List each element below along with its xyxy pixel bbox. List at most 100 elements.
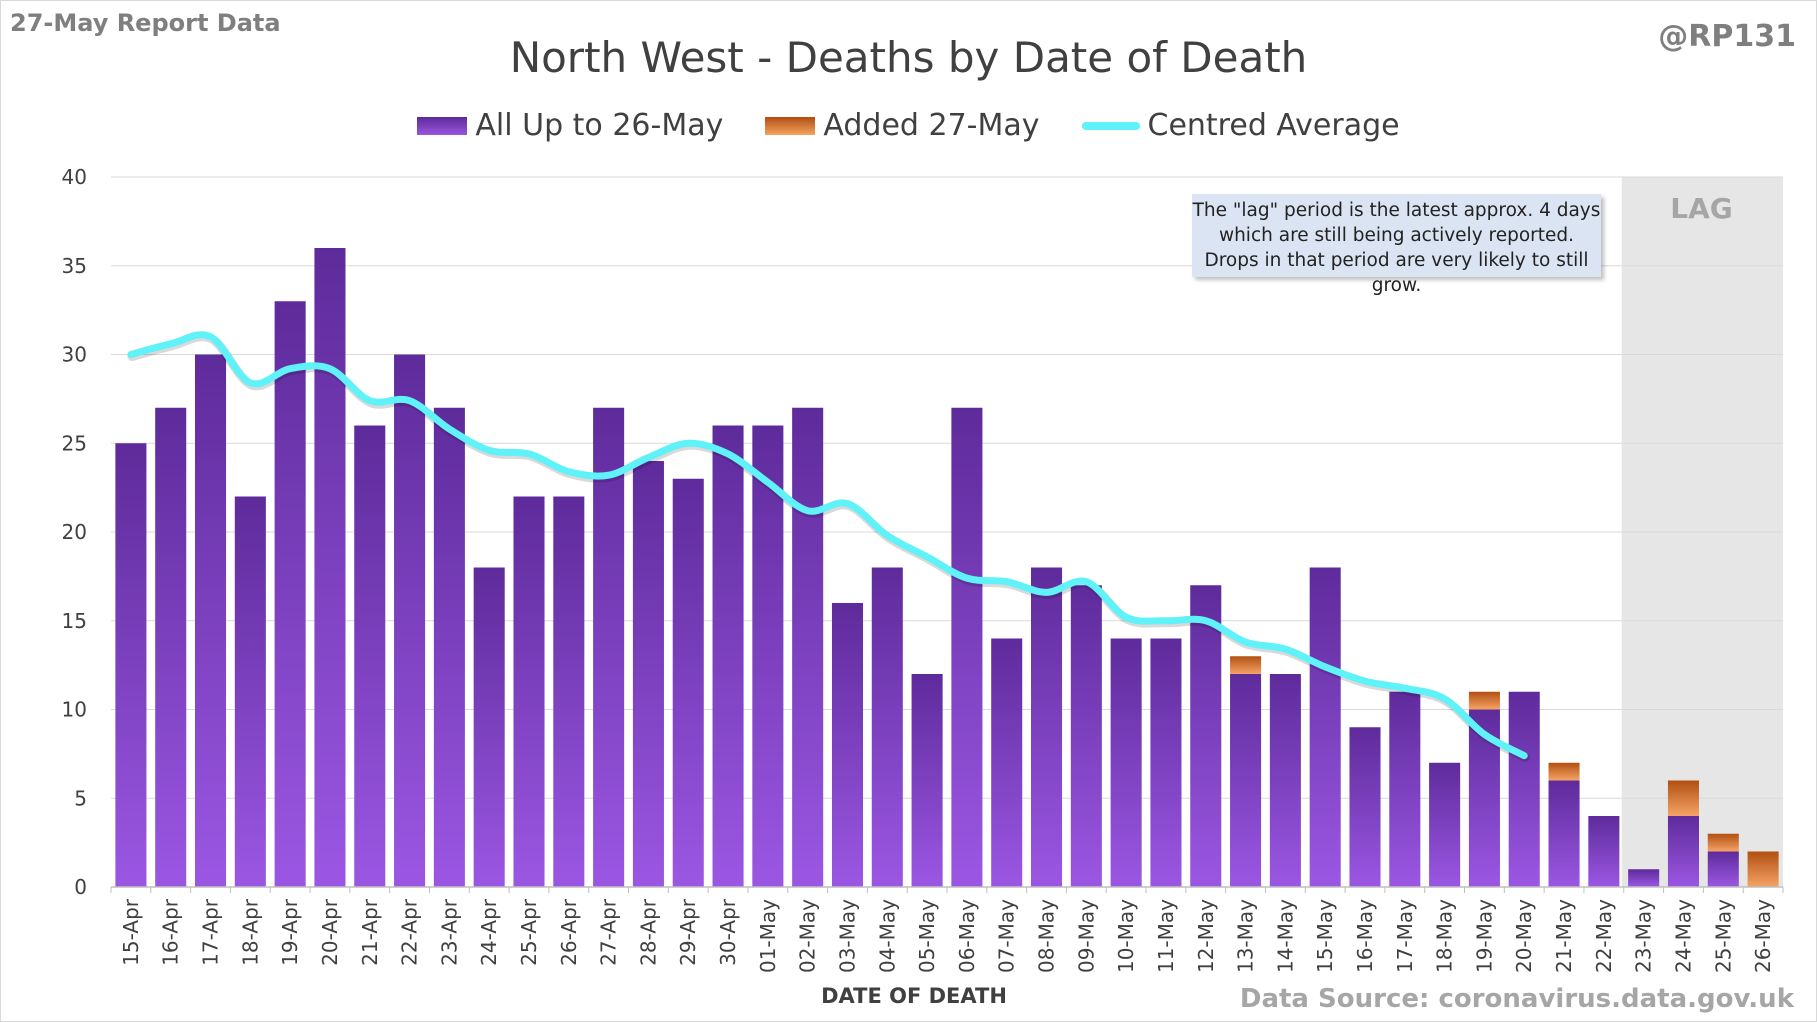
bar-all-21-Apr <box>354 425 386 887</box>
bar-all-16-Apr <box>155 407 187 887</box>
bar-added-25-May <box>1707 833 1739 852</box>
x-tick-label: 17-May <box>1393 899 1417 973</box>
bar-all-25-Apr <box>513 496 545 887</box>
x-tick-label: 03-May <box>835 899 859 973</box>
x-tick-label: 22-May <box>1592 899 1616 973</box>
lag-label: LAG <box>1670 192 1733 225</box>
y-tick-label: 0 <box>74 875 87 899</box>
report-label: 27-May Report Data <box>10 9 281 37</box>
x-tick-label: 25-Apr <box>517 898 541 966</box>
y-tick-label: 5 <box>74 786 87 810</box>
chart-title: North West - Deaths by Date of Death <box>509 33 1308 82</box>
x-tick-label: 11-May <box>1154 899 1178 973</box>
legend-swatch-average <box>1081 121 1140 130</box>
bar-all-18-May <box>1429 762 1461 887</box>
y-tick-label: 10 <box>62 698 87 722</box>
x-tick-label: 04-May <box>875 899 899 973</box>
x-axis-label: DATE OF DEATH <box>821 984 1007 1008</box>
bar-added-21-May <box>1548 762 1580 781</box>
x-tick-label: 23-Apr <box>437 898 461 966</box>
x-tick-label: 21-May <box>1552 899 1576 973</box>
bar-all-15-Apr <box>115 443 147 887</box>
x-tick-label: 17-Apr <box>199 898 223 966</box>
bar-all-04-May <box>871 567 903 887</box>
x-tick-label: 21-Apr <box>358 898 382 966</box>
y-tick-label: 30 <box>62 343 87 367</box>
legend-label-added: Added 27-May <box>823 108 1040 143</box>
bar-all-11-May <box>1150 638 1182 887</box>
legend-label-average: Centred Average <box>1147 108 1400 143</box>
bar-added-19-May <box>1468 691 1500 710</box>
x-tick-label: 26-Apr <box>557 898 581 966</box>
legend-item-added: Added 27-May <box>765 108 1040 143</box>
bar-all-20-Apr <box>314 248 346 887</box>
bar-all-01-May <box>752 425 784 887</box>
bar-all-02-May <box>792 407 824 887</box>
average-line <box>127 331 1528 760</box>
y-tick-label: 35 <box>62 254 87 278</box>
x-tick-label: 06-May <box>955 899 979 973</box>
x-tick-label: 24-Apr <box>477 898 501 966</box>
x-tick-label: 07-May <box>995 899 1019 973</box>
bar-all-10-May <box>1110 638 1142 887</box>
x-tick-label: 25-May <box>1711 899 1735 973</box>
x-tick-label: 16-Apr <box>159 898 183 966</box>
x-tick-label: 12-May <box>1194 899 1218 973</box>
bar-all-21-May <box>1548 780 1580 887</box>
x-tick-label: 20-Apr <box>318 898 342 966</box>
x-tick-label: 26-May <box>1751 899 1775 973</box>
bar-all-16-May <box>1349 727 1381 887</box>
bar-all-24-Apr <box>473 567 505 887</box>
data-source: Data Source: coronavirus.data.gov.uk <box>1239 984 1794 1014</box>
x-tick-label: 18-Apr <box>238 898 262 966</box>
lag-annotation: The "lag" period is the latest approx. 4… <box>1192 194 1601 296</box>
bar-all-14-May <box>1269 674 1301 887</box>
bar-all-06-May <box>951 407 983 887</box>
legend: All Up to 26-May Added 27-May Centred Av… <box>1 108 1816 143</box>
bar-all-03-May <box>831 603 864 887</box>
x-tick-label: 23-May <box>1632 899 1656 973</box>
bar-all-09-May <box>1070 585 1102 887</box>
bar-all-22-Apr <box>394 354 426 887</box>
bar-all-18-Apr <box>234 496 266 887</box>
x-tick-label: 09-May <box>1074 899 1098 973</box>
bar-all-29-Apr <box>672 478 704 887</box>
bar-all-12-May <box>1190 585 1222 887</box>
bar-all-05-May <box>911 674 943 887</box>
bar-added-24-May <box>1667 780 1700 816</box>
x-tick-label: 22-Apr <box>398 898 422 966</box>
bar-all-19-Apr <box>274 301 306 887</box>
x-tick-label: 30-Apr <box>716 898 740 966</box>
bar-all-23-Apr <box>433 407 465 887</box>
bar-added-26-May <box>1747 851 1779 887</box>
bar-all-15-May <box>1309 567 1341 887</box>
bar-all-17-May <box>1389 691 1421 887</box>
y-tick-label: 20 <box>62 520 87 544</box>
x-tick-label: 19-Apr <box>278 898 302 966</box>
legend-item-all: All Up to 26-May <box>417 108 723 143</box>
bar-all-24-May <box>1667 816 1700 887</box>
x-tick-label: 14-May <box>1273 899 1297 973</box>
x-tick-label: 05-May <box>915 899 939 973</box>
y-tick-label: 40 <box>62 165 87 189</box>
x-tick-label: 18-May <box>1433 899 1457 973</box>
bar-all-26-Apr <box>553 496 585 887</box>
x-tick-label: 08-May <box>1035 899 1059 973</box>
x-tick-label: 27-Apr <box>597 898 621 966</box>
bar-all-20-May <box>1508 691 1540 887</box>
x-tick-label: 13-May <box>1234 899 1258 973</box>
legend-item-average: Centred Average <box>1081 108 1400 143</box>
x-tick-label: 01-May <box>756 899 780 973</box>
y-tick-label: 15 <box>62 609 87 633</box>
bar-all-07-May <box>991 638 1023 887</box>
x-tick-label: 15-Apr <box>119 898 143 966</box>
author-handle: @RP131 <box>1658 19 1796 54</box>
bar-all-22-May <box>1588 816 1620 887</box>
x-tick-label: 28-Apr <box>636 898 660 966</box>
bar-all-13-May <box>1230 674 1262 887</box>
bar-all-23-May <box>1628 869 1660 887</box>
x-tick-label: 16-May <box>1353 899 1377 973</box>
bar-all-17-Apr <box>194 354 227 887</box>
